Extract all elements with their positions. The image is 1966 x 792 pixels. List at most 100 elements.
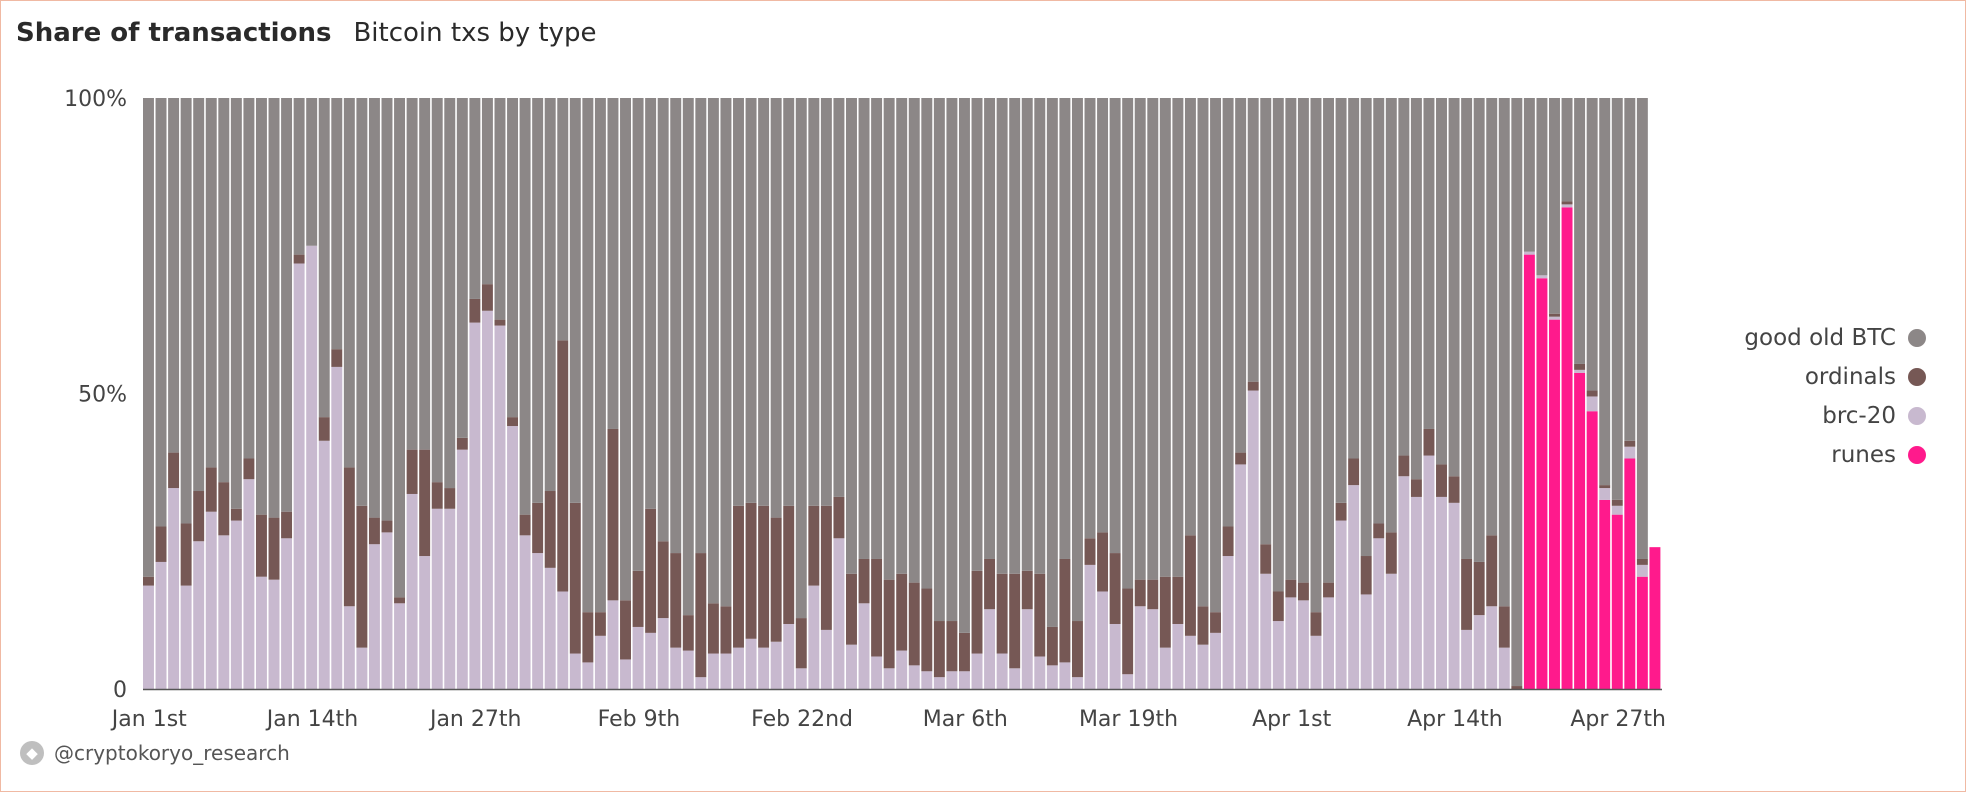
x-tick-label: Apr 27th bbox=[1570, 707, 1666, 732]
bar-segment-good-old-btc bbox=[1624, 98, 1636, 441]
bar-segment-good-old-btc bbox=[958, 98, 970, 633]
bar-segment-brc-20 bbox=[1473, 615, 1485, 690]
bar-segment-brc-20 bbox=[356, 647, 368, 689]
ethereum-icon: ◆ bbox=[20, 741, 44, 765]
bar-segment-brc-20 bbox=[582, 662, 594, 689]
bar-segment-ordinals bbox=[946, 621, 958, 672]
bar-segment-brc-20 bbox=[331, 366, 343, 689]
bar-segment-brc-20 bbox=[682, 650, 694, 689]
bar-segment-runes bbox=[1624, 458, 1636, 689]
chart-header: Share of transactions Bitcoin txs by typ… bbox=[16, 18, 597, 48]
bar-segment-good-old-btc bbox=[582, 98, 594, 613]
bar-segment-good-old-btc bbox=[1097, 98, 1109, 533]
bar-segment-brc-20 bbox=[419, 556, 431, 689]
bar-segment-brc-20 bbox=[481, 310, 493, 689]
bar-segment-ordinals bbox=[871, 558, 883, 657]
bar-segment-ordinals bbox=[858, 558, 870, 604]
bar-segment-good-old-btc bbox=[1423, 98, 1435, 429]
bar-segment-ordinals bbox=[268, 517, 280, 580]
bar-segment-brc-20 bbox=[1599, 488, 1611, 500]
bar-segment-good-old-btc bbox=[456, 98, 468, 438]
legend-item-ordinals[interactable]: ordinals bbox=[1744, 357, 1926, 396]
bar-segment-ordinals bbox=[494, 319, 506, 326]
bar-segment-good-old-btc bbox=[230, 98, 242, 509]
bar-segment-runes bbox=[1549, 319, 1560, 690]
bar-segment-good-old-btc bbox=[1247, 98, 1259, 382]
bar-segment-good-old-btc bbox=[1235, 98, 1247, 453]
bar-segment-ordinals bbox=[1097, 532, 1109, 592]
x-tick-label: Jan 27th bbox=[428, 707, 521, 732]
legend-swatch bbox=[1908, 367, 1926, 386]
legend-swatch bbox=[1908, 406, 1926, 425]
legend-item-good-old-btc[interactable]: good old BTC bbox=[1744, 318, 1926, 357]
bar-segment-ordinals bbox=[544, 491, 556, 568]
bar-segment-good-old-btc bbox=[996, 98, 1008, 574]
bar-segment-brc-20 bbox=[406, 493, 418, 689]
bar-segment-brc-20 bbox=[607, 600, 619, 689]
bar-segment-good-old-btc bbox=[1172, 98, 1184, 577]
bar-segment-brc-20 bbox=[1210, 632, 1222, 689]
bar-segment-brc-20 bbox=[293, 263, 305, 689]
x-tick-label: Jan 1st bbox=[110, 707, 187, 732]
bar-segment-good-old-btc bbox=[1260, 98, 1272, 545]
bar-segment-ordinals bbox=[519, 514, 531, 536]
bar-segment-ordinals bbox=[632, 570, 644, 627]
bar-segment-good-old-btc bbox=[971, 98, 983, 571]
bar-segment-ordinals bbox=[594, 612, 606, 636]
bar-segment-good-old-btc bbox=[180, 98, 192, 524]
bar-segment-brc-20 bbox=[594, 635, 606, 689]
bar-segment-good-old-btc bbox=[255, 98, 267, 515]
bar-segment-ordinals bbox=[984, 558, 996, 610]
bar-segment-runes bbox=[1561, 207, 1573, 689]
bar-segment-good-old-btc bbox=[1285, 98, 1297, 580]
bar-segment-ordinals bbox=[255, 514, 267, 577]
bar-segment-good-old-btc bbox=[331, 98, 343, 350]
bar-segment-good-old-btc bbox=[946, 98, 958, 622]
bar-segment-brc-20 bbox=[155, 561, 167, 689]
bar-segment-ordinals bbox=[431, 482, 443, 509]
bar-segment-ordinals bbox=[1436, 464, 1447, 497]
bar-segment-brc-20 bbox=[883, 668, 895, 689]
y-tick-label: 50% bbox=[78, 383, 127, 408]
bar-segment-good-old-btc bbox=[1599, 98, 1611, 486]
bar-segment-ordinals bbox=[1423, 428, 1435, 456]
bar-segment-brc-20 bbox=[758, 647, 770, 689]
bar-segment-ordinals bbox=[1122, 588, 1134, 675]
bar-segment-good-old-btc bbox=[532, 98, 544, 503]
bar-segment-ordinals bbox=[1348, 458, 1360, 486]
bar-segment-brc-20 bbox=[1574, 369, 1586, 373]
x-tick-label: Mar 6th bbox=[923, 707, 1008, 732]
bar-segment-brc-20 bbox=[255, 576, 267, 689]
bar-segment-brc-20 bbox=[1486, 606, 1498, 689]
bar-segment-good-old-btc bbox=[1021, 98, 1033, 571]
bar-segment-good-old-btc bbox=[707, 98, 719, 604]
bar-segment-good-old-btc bbox=[670, 98, 682, 554]
bar-segment-ordinals bbox=[733, 505, 744, 648]
bar-segment-brc-20 bbox=[1285, 597, 1297, 689]
legend-item-runes[interactable]: runes bbox=[1744, 435, 1926, 474]
bar-segment-ordinals bbox=[971, 570, 983, 654]
bar-segment-ordinals bbox=[1611, 499, 1623, 506]
bar-segment-runes bbox=[1649, 547, 1661, 689]
bar-segment-ordinals bbox=[193, 491, 205, 542]
bar-segment-good-old-btc bbox=[306, 98, 318, 246]
bar-segment-brc-20 bbox=[1046, 665, 1058, 689]
bar-segment-good-old-btc bbox=[720, 98, 732, 607]
legend-item-brc-20[interactable]: brc-20 bbox=[1744, 396, 1926, 435]
bar-segment-good-old-btc bbox=[896, 98, 908, 574]
bar-segment-brc-20 bbox=[770, 641, 782, 689]
bar-segment-good-old-btc bbox=[1373, 98, 1385, 524]
bar-segment-good-old-btc bbox=[871, 98, 883, 559]
bar-segment-good-old-btc bbox=[507, 98, 519, 418]
bar-segment-good-old-btc bbox=[1046, 98, 1058, 627]
bar-segment-ordinals bbox=[1172, 576, 1184, 624]
bar-segment-brc-20 bbox=[1523, 251, 1535, 255]
legend-swatch bbox=[1908, 328, 1926, 347]
bar-segment-ordinals bbox=[1624, 440, 1636, 447]
bar-segment-good-old-btc bbox=[1561, 98, 1573, 202]
bar-segment-good-old-btc bbox=[205, 98, 217, 468]
bar-segment-brc-20 bbox=[569, 653, 581, 689]
bar-segment-good-old-btc bbox=[1147, 98, 1159, 580]
bar-segment-good-old-btc bbox=[1184, 98, 1196, 536]
bar-segment-good-old-btc bbox=[1310, 98, 1322, 613]
